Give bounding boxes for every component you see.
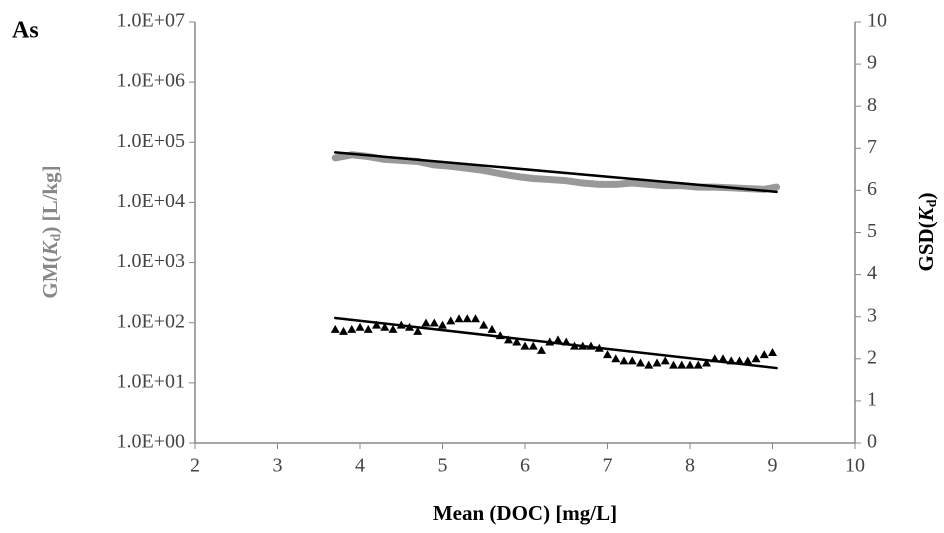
triangle-marker	[611, 354, 621, 363]
triangle-marker	[446, 316, 456, 325]
triangle-marker	[759, 350, 769, 359]
triangle-marker	[743, 356, 753, 365]
x-tick-label: 4	[355, 455, 365, 477]
triangle-marker	[413, 326, 423, 335]
x-tick-label: 2	[190, 455, 200, 477]
triangle-marker	[603, 350, 612, 359]
x-tick-label: 6	[520, 455, 530, 477]
x-tick-label: 5	[438, 455, 448, 477]
y2-tick-label: 1	[867, 388, 877, 410]
triangle-marker	[677, 360, 687, 369]
triangle-marker	[347, 324, 357, 333]
y2-title-part: K	[914, 205, 938, 222]
triangle-marker	[421, 318, 431, 327]
y-axis-title: GM(Kd) [L/kg]	[38, 165, 64, 298]
triangle-marker	[438, 320, 447, 329]
triangle-marker	[429, 318, 439, 327]
x-tick-label: 10	[845, 455, 865, 477]
y2-tick-label: 9	[867, 52, 877, 74]
triangle-marker	[660, 356, 670, 365]
y2-title-part: )	[914, 193, 938, 200]
series-line	[334, 151, 778, 194]
y-tick-label: 1.0E+06	[117, 70, 186, 92]
triangle-marker	[693, 360, 703, 369]
y2-tick-label: 4	[867, 262, 877, 284]
triangle-marker	[528, 341, 538, 350]
y2-title-part: GSD(	[914, 221, 938, 271]
y2-tick-label: 5	[867, 220, 877, 242]
y2-tick-label: 2	[867, 346, 877, 368]
triangle-marker	[751, 354, 761, 363]
triangle-marker	[520, 341, 530, 350]
triangle-marker	[462, 314, 472, 323]
x-axis-title: Mean (DOC) [mg/L]	[433, 501, 617, 525]
y2-tick-label: 8	[867, 94, 877, 116]
y2-tick-label: 10	[867, 10, 887, 32]
y2-tick-label: 6	[867, 178, 877, 200]
triangle-marker	[553, 335, 563, 344]
y2-title-part: d	[925, 199, 940, 207]
y-title-part: d	[49, 233, 64, 241]
triangle-marker	[644, 360, 654, 369]
triangle-marker	[768, 347, 777, 356]
triangle-marker	[380, 322, 390, 331]
y-tick-label: 1.0E+05	[117, 130, 186, 152]
triangle-marker	[339, 326, 348, 335]
triangle-marker	[454, 314, 464, 323]
triangle-marker	[330, 324, 340, 333]
y2-tick-label: 3	[867, 304, 877, 326]
triangle-marker	[636, 358, 645, 367]
triangle-marker	[512, 337, 522, 346]
y-tick-label: 1.0E+00	[117, 431, 186, 453]
triangle-marker	[355, 322, 365, 331]
triangle-marker	[372, 320, 381, 329]
x-tick-label: 7	[603, 455, 613, 477]
y-title-part: GM(	[38, 255, 62, 298]
x-tick-label: 9	[768, 455, 778, 477]
triangle-marker	[388, 324, 398, 333]
y-tick-label: 1.0E+03	[117, 250, 186, 272]
triangle-marker	[363, 324, 373, 333]
series-line	[334, 316, 778, 370]
y2-tick-label: 7	[867, 136, 877, 158]
y-tick-label: 1.0E+01	[117, 370, 186, 392]
triangle-marker	[702, 358, 711, 367]
x-tick-label: 3	[273, 455, 283, 477]
triangle-marker	[487, 324, 497, 333]
triangle-marker	[479, 320, 489, 329]
x-tick-label: 8	[685, 455, 695, 477]
y2-tick-label: 0	[867, 431, 877, 453]
y2-axis-title: GSD(Kd)	[914, 193, 940, 272]
panel-label: As	[12, 18, 39, 44]
y-tick-label: 1.0E+04	[117, 190, 186, 212]
triangle-marker	[504, 335, 513, 344]
triangle-marker	[471, 314, 480, 323]
y-title-part: ) [L/kg]	[38, 165, 62, 233]
y-tick-label: 1.0E+02	[117, 310, 186, 332]
triangle-marker	[718, 354, 728, 363]
triangle-marker	[619, 356, 629, 365]
series-line	[331, 151, 781, 193]
triangle-marker	[652, 358, 662, 367]
triangle-marker	[669, 360, 678, 369]
y-tick-label: 1.0E+07	[117, 10, 186, 32]
triangle-marker	[685, 360, 695, 369]
triangle-marker	[627, 356, 637, 365]
y-title-part: K	[38, 239, 62, 256]
triangle-marker	[537, 345, 546, 354]
